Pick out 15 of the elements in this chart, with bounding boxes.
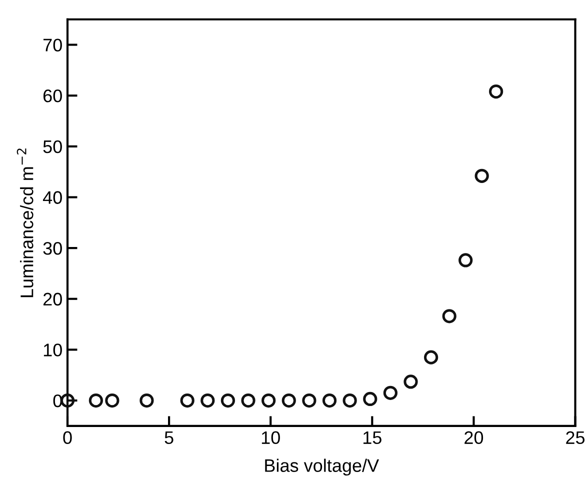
y-tick-label: 10 (44, 344, 62, 356)
x-tick-label: 15 (363, 431, 382, 444)
x-tick-label: 25 (566, 431, 585, 444)
y-tick-label: 70 (43, 38, 62, 52)
y-tick-label: 40 (42, 191, 62, 204)
x-tick-label: 10 (262, 431, 280, 444)
x-tick-label: 5 (164, 431, 174, 444)
y-axis-title: Luminance/cd m$^{−2}$ (16, 148, 34, 298)
x-axis-title: Bias voltage/V (265, 458, 380, 476)
y-tick-label: 50 (43, 140, 62, 154)
x-tick-label: 0 (63, 431, 72, 444)
y-tick-label: 30 (43, 242, 62, 255)
x-tick-label: 20 (464, 431, 484, 444)
y-tick-label: 60 (43, 90, 62, 102)
y-tick-label: 20 (43, 292, 62, 306)
